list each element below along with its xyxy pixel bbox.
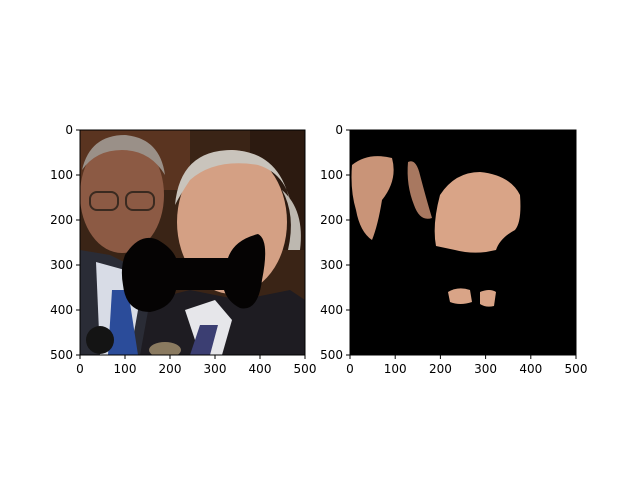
left-y-tick-label: 0 (65, 123, 73, 137)
right-x-tick-label: 0 (346, 362, 354, 376)
left-x-tick-label: 200 (159, 362, 182, 376)
right-x-tick-label: 100 (384, 362, 407, 376)
left-x-tick-label: 300 (204, 362, 227, 376)
left-axes-frame (79, 129, 306, 356)
left-y-tick-label: 400 (50, 303, 73, 317)
left-y-tick-label: 300 (50, 258, 73, 272)
left-x-tick-label: 400 (249, 362, 272, 376)
right-y-tick-label: 400 (320, 303, 343, 317)
right-y-tick-label: 200 (320, 213, 343, 227)
right-y-tick-label: 300 (320, 258, 343, 272)
right-man-tie (190, 325, 218, 355)
mask-skin-left (351, 156, 394, 240)
left-y-tick-label: 500 (50, 348, 73, 362)
right-y-tick-label: 100 (320, 168, 343, 182)
right-x-tick-label: 500 (565, 362, 588, 376)
mask-skin-chin (448, 288, 472, 304)
right-x-tick-label: 400 (519, 362, 542, 376)
left-man-tie (108, 290, 138, 355)
bowtie-occluder (121, 234, 266, 312)
right-x-tick-label: 300 (474, 362, 497, 376)
left-x-tick-label: 100 (114, 362, 137, 376)
left-x-tick-label: 500 (294, 362, 317, 376)
left-y-tick-label: 100 (50, 168, 73, 182)
left-y-tick-label: 200 (50, 213, 73, 227)
mask-panel (350, 130, 576, 355)
microphone (86, 326, 114, 354)
left-x-tick-label: 0 (76, 362, 84, 376)
right-y-tick-label: 0 (335, 123, 343, 137)
left-man-face (80, 137, 164, 253)
photo-panel (80, 130, 305, 355)
right-axes-frame (349, 129, 577, 356)
right-y-tick-label: 500 (320, 348, 343, 362)
right-x-tick-label: 200 (429, 362, 452, 376)
mask-skin-right (434, 172, 521, 253)
